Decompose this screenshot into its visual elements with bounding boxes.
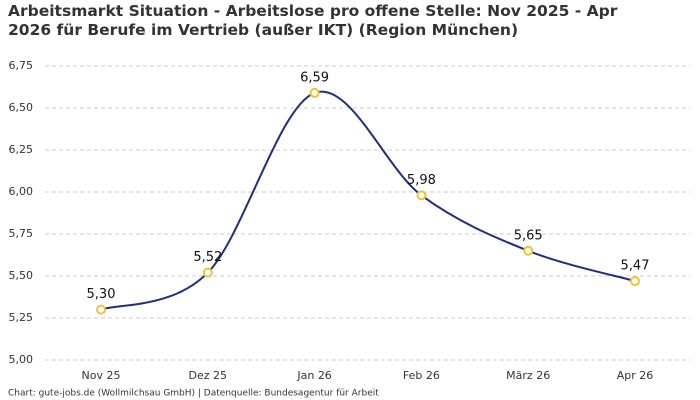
value-label: 5,65 <box>514 228 543 243</box>
point <box>96 304 106 315</box>
point <box>202 267 213 278</box>
y-tick-label: 6,50 <box>9 101 34 114</box>
y-tick-label: 5,00 <box>9 353 34 366</box>
value-label: 5,52 <box>193 250 222 265</box>
x-tick-label: Jan 26 <box>296 369 331 382</box>
value-label: 5,98 <box>407 173 436 188</box>
value-label: 5,47 <box>621 259 650 274</box>
y-tick-label: 6,75 <box>9 59 34 72</box>
value-label: 6,59 <box>300 70 329 85</box>
x-tick-label: Nov 25 <box>82 369 121 382</box>
y-tick-label: 5,25 <box>9 311 34 324</box>
x-tick-label: Apr 26 <box>617 369 654 382</box>
x-tick-label: Feb 26 <box>403 369 440 382</box>
point <box>309 87 320 98</box>
point <box>630 276 640 287</box>
y-tick-label: 5,50 <box>9 269 34 282</box>
y-tick-label: 5,75 <box>9 227 34 240</box>
point <box>416 190 427 201</box>
y-tick-label: 6,00 <box>9 185 34 198</box>
y-tick-label: 6,25 <box>9 143 34 156</box>
x-tick-label: März 26 <box>506 369 550 382</box>
point <box>523 245 534 256</box>
value-label: 5,30 <box>87 287 116 302</box>
source: Chart: gute-jobs.de (Wollmilchsau GmbH) … <box>8 389 379 399</box>
chart-title: Arbeitsmarkt Situation - Arbeitslose pro… <box>8 2 618 39</box>
x-tick-label: Dez 25 <box>189 369 228 382</box>
line <box>100 90 636 311</box>
